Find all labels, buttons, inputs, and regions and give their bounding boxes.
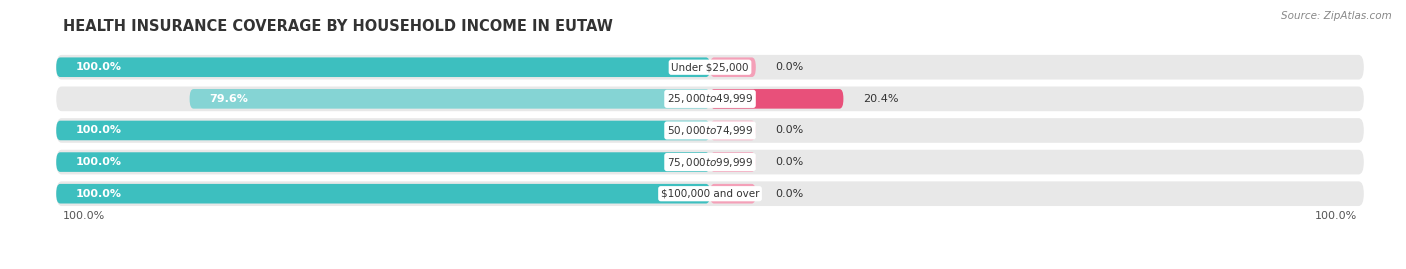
- Text: $100,000 and over: $100,000 and over: [661, 189, 759, 199]
- Text: 0.0%: 0.0%: [776, 189, 804, 199]
- FancyBboxPatch shape: [56, 57, 710, 77]
- Text: 100.0%: 100.0%: [1315, 211, 1357, 221]
- FancyBboxPatch shape: [710, 89, 844, 109]
- FancyBboxPatch shape: [710, 57, 756, 77]
- FancyBboxPatch shape: [56, 181, 1364, 206]
- Text: 20.4%: 20.4%: [863, 94, 898, 104]
- Legend: With Coverage, Without Coverage: With Coverage, Without Coverage: [488, 268, 748, 269]
- Text: HEALTH INSURANCE COVERAGE BY HOUSEHOLD INCOME IN EUTAW: HEALTH INSURANCE COVERAGE BY HOUSEHOLD I…: [63, 19, 613, 34]
- FancyBboxPatch shape: [190, 89, 710, 109]
- FancyBboxPatch shape: [710, 152, 756, 172]
- Text: $75,000 to $99,999: $75,000 to $99,999: [666, 155, 754, 169]
- Text: 100.0%: 100.0%: [76, 62, 122, 72]
- FancyBboxPatch shape: [56, 184, 710, 204]
- Text: 79.6%: 79.6%: [209, 94, 247, 104]
- FancyBboxPatch shape: [710, 184, 756, 204]
- Text: 100.0%: 100.0%: [76, 125, 122, 136]
- Text: Source: ZipAtlas.com: Source: ZipAtlas.com: [1281, 11, 1392, 21]
- Text: 100.0%: 100.0%: [76, 189, 122, 199]
- Text: 100.0%: 100.0%: [63, 211, 105, 221]
- FancyBboxPatch shape: [56, 118, 1364, 143]
- FancyBboxPatch shape: [56, 87, 1364, 111]
- FancyBboxPatch shape: [56, 55, 1364, 80]
- FancyBboxPatch shape: [56, 150, 1364, 174]
- FancyBboxPatch shape: [56, 152, 710, 172]
- Text: $50,000 to $74,999: $50,000 to $74,999: [666, 124, 754, 137]
- Text: 0.0%: 0.0%: [776, 157, 804, 167]
- FancyBboxPatch shape: [710, 121, 756, 140]
- FancyBboxPatch shape: [56, 121, 710, 140]
- Text: 0.0%: 0.0%: [776, 125, 804, 136]
- Text: Under $25,000: Under $25,000: [671, 62, 749, 72]
- Text: 0.0%: 0.0%: [776, 62, 804, 72]
- Text: 100.0%: 100.0%: [76, 157, 122, 167]
- Text: $25,000 to $49,999: $25,000 to $49,999: [666, 92, 754, 105]
